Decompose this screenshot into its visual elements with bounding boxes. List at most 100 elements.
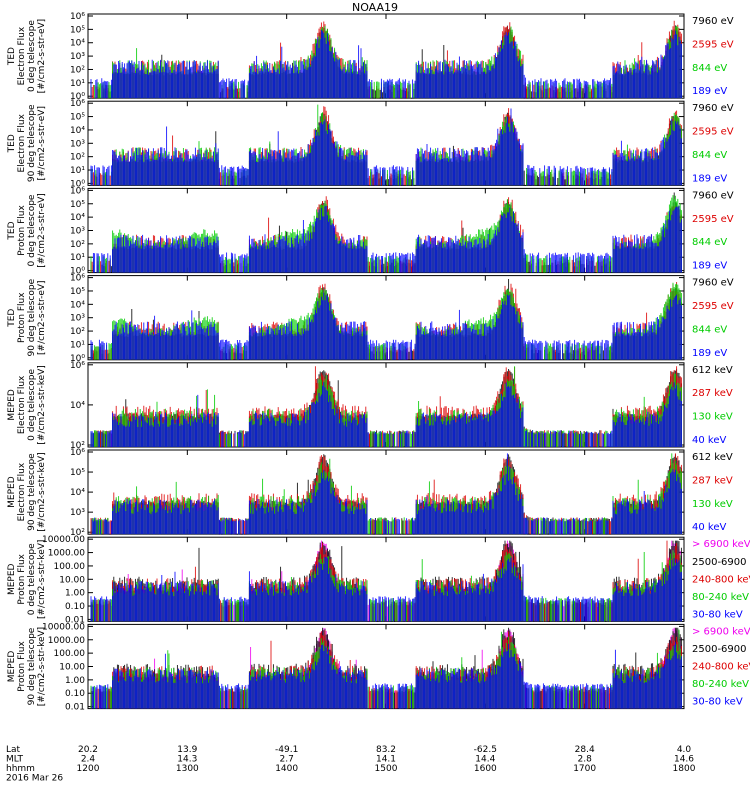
x-tick-mlt: 2.7 — [280, 755, 294, 765]
y-axis-label: MEPED Proton Flux 90 deg telescope [#/cm2-s… — [7, 627, 47, 706]
x-tick-mlt: 14.6 — [674, 755, 694, 765]
legend-entry: 287 keV — [692, 388, 733, 399]
y-tick-label: 10² — [70, 240, 85, 250]
y-tick-label: 10⁶ — [70, 274, 85, 284]
panel-2: 10⁰ 10¹ 10² 10³ 10⁴ 10⁵ 10⁶ TED Electron Flux 90 … — [7, 99, 734, 189]
legend-entry: 7960 eV — [692, 278, 734, 289]
x-tick-lat: 83.2 — [376, 745, 396, 755]
legend-entry: > 6900 keV — [692, 626, 750, 637]
y-axis-label-line: 90 deg telescope — [27, 104, 37, 182]
legend-entry: 2595 eV — [692, 301, 734, 312]
legend-entry: 189 eV — [692, 173, 727, 184]
y-axis-label-line: Proton Flux — [17, 641, 27, 692]
y-tick-label: 10⁰ — [70, 267, 85, 277]
legend-entry: 2595 eV — [692, 127, 734, 138]
legend-entry: 7960 eV — [692, 190, 734, 201]
y-tick-label: 10⁴ — [70, 300, 85, 310]
y-tick-label: 10⁴ — [70, 213, 85, 223]
x-row-label: MLT — [6, 755, 24, 765]
y-tick-label: 10¹ — [70, 253, 85, 263]
x-tick-lat: 13.9 — [177, 745, 197, 755]
y-axis-label-line: [#/cm2-s-str-eV] — [37, 193, 47, 268]
y-tick-label: 10⁵ — [70, 25, 85, 35]
plot-title: NOAA19 — [352, 1, 398, 14]
y-tick-label: 10⁵ — [70, 468, 85, 478]
y-tick-label: 10⁴ — [70, 39, 85, 49]
y-tick-label: 10000.00 — [42, 622, 85, 632]
legend-entry: 612 keV — [692, 452, 733, 463]
y-axis-label-line: 90 deg telescope — [27, 453, 37, 531]
y-axis-label-line: Electron Flux — [17, 462, 27, 521]
y-axis-label: MEPED Electron Flux 0 deg telescope [#/cm2-… — [7, 365, 47, 444]
series-trace — [90, 556, 682, 622]
y-axis-label: TED Proton Flux 90 deg telescope [#/cm2-s-s… — [7, 278, 47, 356]
panel-7: 0.010.101.0010.00100.001000.0010000.00ME… — [7, 535, 750, 625]
x-tick-hhmm: 1600 — [474, 764, 497, 774]
legend-entry: 130 keV — [692, 412, 733, 423]
legend-entry: 612 keV — [692, 365, 733, 376]
series-trace — [90, 292, 682, 360]
legend-entry: 844 eV — [692, 324, 727, 335]
y-axis-label-line: 90 deg telescope — [27, 627, 37, 705]
legend-entry: 844 eV — [692, 63, 727, 74]
panel-8: 0.010.101.0010.00100.001000.0010000.00ME… — [7, 622, 750, 712]
x-tick-mlt: 2.4 — [81, 755, 96, 765]
panel-5: 10² 10⁴ 10⁶ MEPED Electron Flux 0 deg telesco… — [7, 361, 733, 451]
y-axis-label-line: Electron Flux — [17, 113, 27, 172]
y-tick-label: 10.00 — [59, 575, 85, 585]
y-axis-label-line: Proton Flux — [17, 292, 27, 343]
y-axis-label-line: 0 deg telescope — [27, 543, 37, 615]
y-tick-label: 10⁶ — [70, 448, 85, 458]
y-tick-label: 1.00 — [65, 676, 85, 686]
panel-6: 10² 10³ 10⁴ 10⁵ 10⁶ MEPED Electron Flux 90 deg … — [7, 448, 733, 538]
y-axis-label: TED Electron Flux 90 deg telescope [#/cm2-s… — [7, 104, 47, 182]
legend-entry: 189 eV — [692, 261, 727, 272]
legend-entry: 40 keV — [692, 522, 726, 533]
legend-entry: 189 eV — [692, 86, 727, 97]
y-tick-label: 10² — [70, 528, 85, 538]
series-trace — [91, 642, 682, 709]
y-tick-label: 0.01 — [65, 703, 85, 713]
y-axis-label-line: Electron Flux — [17, 375, 27, 434]
y-tick-label: 1.00 — [65, 589, 85, 599]
legend-entry: 7960 eV — [692, 103, 734, 114]
x-row-label: hhmm — [6, 764, 35, 774]
y-tick-label: 10³ — [70, 227, 85, 237]
x-tick-mlt: 14.1 — [376, 755, 396, 765]
y-tick-label: 10³ — [70, 508, 85, 518]
y-axis-label-line: [#/cm2-s-str-keV] — [37, 365, 47, 444]
y-axis-label-line: MEPED — [7, 389, 17, 421]
legend-entry: 30-80 keV — [692, 697, 743, 708]
legend-entry: 40 keV — [692, 435, 726, 446]
legend-entry: 2500-6900 — [692, 557, 747, 568]
y-tick-label: 10² — [70, 65, 85, 75]
series-trace — [92, 205, 682, 273]
x-tick-mlt: 14.4 — [475, 755, 495, 765]
series-trace — [92, 192, 682, 273]
x-tick-hhmm: 1300 — [176, 764, 199, 774]
series-trace — [90, 108, 682, 186]
y-axis-label-line: TED — [7, 47, 17, 66]
y-axis-label-line: Proton Flux — [17, 553, 27, 604]
legend-entry: 30-80 keV — [692, 609, 743, 620]
y-axis-label-line: [#/cm2-s-str-eV] — [37, 19, 47, 94]
series-trace — [90, 30, 682, 99]
y-axis-label: MEPED Proton Flux 0 deg telescope [#/cm2-s-… — [7, 540, 47, 619]
x-row-label: 2016 Mar 26 — [6, 774, 63, 784]
y-axis-label-line: TED — [7, 309, 17, 328]
y-axis-label: MEPED Electron Flux 90 deg telescope [#/cm2… — [7, 452, 47, 531]
legend-entry: 287 keV — [692, 475, 733, 486]
x-tick-hhmm: 1400 — [275, 764, 298, 774]
y-axis-label-line: [#/cm2-s-str-eV] — [37, 280, 47, 355]
y-axis-label: TED Proton Flux 0 deg telescope [#/cm2-s-st… — [7, 193, 47, 268]
y-tick-label: 10⁶ — [70, 361, 85, 371]
y-axis-label-line: Proton Flux — [17, 205, 27, 256]
panel-4: 10⁰ 10¹ 10² 10³ 10⁴ 10⁵ 10⁶ TED Proton Flux 90 de… — [7, 274, 734, 364]
y-tick-label: 10² — [70, 153, 85, 163]
y-axis-label-line: [#/cm2-s-str-keV] — [37, 452, 47, 531]
y-axis-label-line: 0 deg telescope — [27, 194, 37, 266]
legend-entry: 189 eV — [692, 348, 727, 359]
legend-entry: 80-240 keV — [692, 592, 749, 603]
series-trace — [90, 382, 682, 447]
